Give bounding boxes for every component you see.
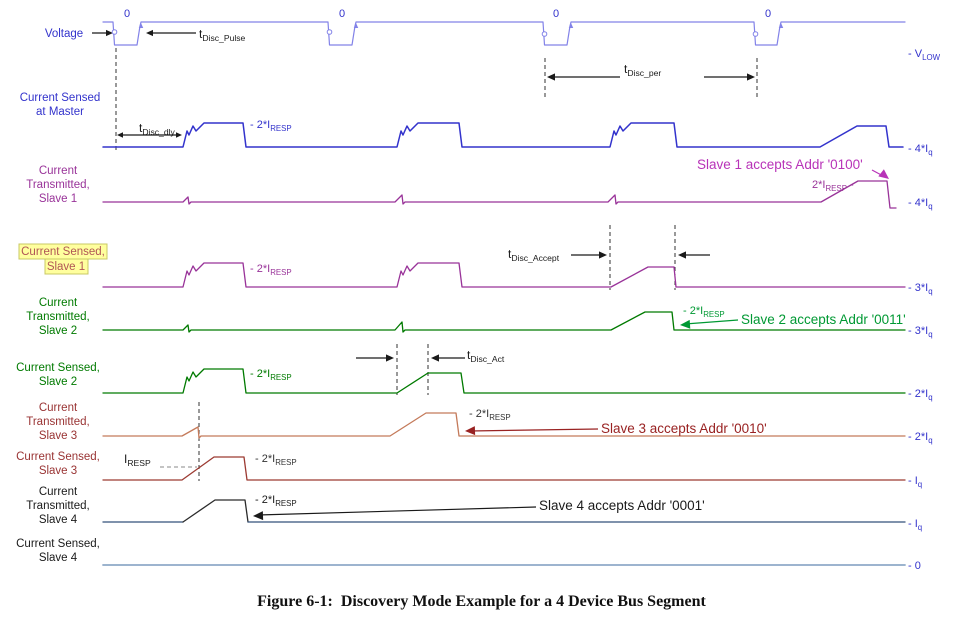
label-transmitted-slave2-l2: Transmitted, <box>26 311 89 323</box>
arrow-tdisc-act-left <box>431 354 439 362</box>
zero-label-1: 0 <box>124 8 130 20</box>
figure-caption: Figure 6-1: Discovery Mode Example for a… <box>257 593 706 610</box>
axis-label-2iq-a: - 2*Iq <box>908 388 933 402</box>
arrow-slave2-accept <box>680 319 691 329</box>
arrow-tdisc-per-right <box>747 73 755 81</box>
label-transmitted-slave3-l3: Slave 3 <box>39 430 77 442</box>
label-transmitted-slave1-l3: Slave 1 <box>39 193 77 205</box>
arrow-tdisc-accept-left <box>678 251 686 259</box>
trace-current-transmitted-slave1 <box>102 180 897 209</box>
accept-label-slave4: Slave 4 accepts Addr '0001' <box>539 498 705 513</box>
arrow-slave1-accept <box>878 169 889 179</box>
arrow-tdisc-dly-left <box>117 132 123 138</box>
arrow-voltage-rise-1 <box>138 23 144 28</box>
label-sensed-slave1-l2: Slave 1 <box>47 261 85 273</box>
axis-label-iq-b: - Iq <box>908 518 922 532</box>
label-sensed-slave2-l2: Slave 2 <box>39 376 77 388</box>
level-label-sensed-s1-2iresp: - 2*IRESP <box>250 263 292 277</box>
trace-current-sensed-slave2 <box>102 368 906 394</box>
line-slave2-accept <box>684 319 739 325</box>
arrow-tdisc-act-right <box>386 354 394 362</box>
axis-label-3iq-a: - 3*Iq <box>908 282 933 296</box>
arrow-tdisc-dly-right <box>176 132 182 138</box>
label-transmitted-slave1-l2: Transmitted, <box>26 179 89 191</box>
line-slave3-accept <box>469 428 599 432</box>
arrow-voltage-pointer <box>106 29 113 37</box>
knot-voltage-3 <box>541 31 548 37</box>
level-label-master-2iresp: - 2*IRESP <box>250 119 292 133</box>
label-current-sensed-master-l2: at Master <box>36 106 84 118</box>
label-sensed-slave2-l1: Current Sensed, <box>16 362 100 374</box>
axis-label-zero: - 0 <box>908 560 921 572</box>
zero-label-4: 0 <box>765 8 771 20</box>
label-transmitted-slave3-l2: Transmitted, <box>26 416 89 428</box>
trace-current-sensed-slave3 <box>102 456 906 481</box>
accept-label-slave2: Slave 2 accepts Addr '0011' <box>741 312 906 327</box>
label-transmitted-slave2-l3: Slave 2 <box>39 325 77 337</box>
arrow-slave3-accept <box>465 426 476 436</box>
knot-voltage-2 <box>326 29 333 35</box>
axis-label-4iq-b: - 4*Iq <box>908 197 933 211</box>
accept-label-slave1: Slave 1 accepts Addr '0100' <box>697 157 863 172</box>
label-current-sensed-master-l1: Current Sensed <box>20 92 101 104</box>
trace-current-transmitted-slave2 <box>102 311 906 333</box>
timing-diagram-svg: Voltage Current Sensed at Master Current Tra… <box>16 8 941 572</box>
search-highlight-2 <box>44 258 89 275</box>
zero-label-3: 0 <box>553 8 559 20</box>
trace-current-sensed-master <box>102 122 904 148</box>
label-sensed-slave3-l1: Current Sensed, <box>16 451 100 463</box>
knot-voltage-4 <box>752 31 759 37</box>
timing-label-tdisc-dly: tDisc_dly <box>139 121 176 137</box>
timing-label-tdisc-accept: tDisc_Accept <box>508 247 560 263</box>
axis-label-vlow: - VLOW <box>908 48 941 62</box>
arrow-voltage-rise-4 <box>778 23 784 28</box>
arrow-tdisc-per-left <box>547 73 555 81</box>
label-voltage: Voltage <box>45 28 83 40</box>
trace-current-transmitted-slave4-pulse <box>182 499 249 523</box>
line-slave4-accept <box>257 506 537 516</box>
level-label-iresp: IRESP <box>124 452 151 468</box>
level-label-accept-s2-2iresp: - 2*IRESP <box>683 305 725 319</box>
level-label-s4-2iresp: - 2*IRESP <box>255 494 297 508</box>
trace-voltage <box>102 21 906 46</box>
timing-label-tdisc-act: tDisc_Act <box>467 348 505 364</box>
zero-label-2: 0 <box>339 8 345 20</box>
label-transmitted-slave4-l2: Transmitted, <box>26 500 89 512</box>
arrow-tdisc-accept-right <box>599 251 607 259</box>
arrow-voltage-rise-2 <box>353 23 359 28</box>
label-transmitted-slave4-l3: Slave 4 <box>39 514 78 526</box>
trace-current-transmitted-slave3 <box>102 412 906 439</box>
level-label-s3-2iresp: - 2*IRESP <box>469 408 511 422</box>
level-label-sensed-s3-2iresp: - 2*IRESP <box>255 453 297 467</box>
label-sensed-slave3-l2: Slave 3 <box>39 465 77 477</box>
label-transmitted-slave1-l1: Current <box>39 165 78 177</box>
label-sensed-slave4-l1: Current Sensed, <box>16 538 100 550</box>
arrow-tdisc-pulse <box>146 29 153 37</box>
arrow-voltage-rise-3 <box>568 23 574 28</box>
level-label-accept-s1-2iresp: 2*IRESP - <box>812 179 854 193</box>
axis-label-4iq-a: - 4*Iq <box>908 143 933 157</box>
label-transmitted-slave3-l1: Current <box>39 402 78 414</box>
label-transmitted-slave4-l1: Current <box>39 486 78 498</box>
axis-label-2iq-b: - 2*Iq <box>908 431 933 445</box>
label-sensed-slave1-l1: Current Sensed, <box>21 246 105 258</box>
timing-label-tdisc-per: tDisc_per <box>624 62 661 78</box>
timing-label-tdisc-pulse: tDisc_Pulse <box>199 27 246 43</box>
label-sensed-slave4-l2: Slave 4 <box>39 552 78 564</box>
axis-label-3iq-b: - 3*Iq <box>908 325 933 339</box>
axis-label-iq-a: - Iq <box>908 475 922 489</box>
arrow-slave4-accept <box>253 511 264 521</box>
level-label-sensed-s2-2iresp: - 2*IRESP <box>250 368 292 382</box>
label-transmitted-slave2-l1: Current <box>39 297 78 309</box>
accept-label-slave3: Slave 3 accepts Addr '0010' <box>601 421 767 436</box>
trace-current-sensed-slave1 <box>102 262 906 288</box>
knot-voltage-1 <box>111 29 118 35</box>
